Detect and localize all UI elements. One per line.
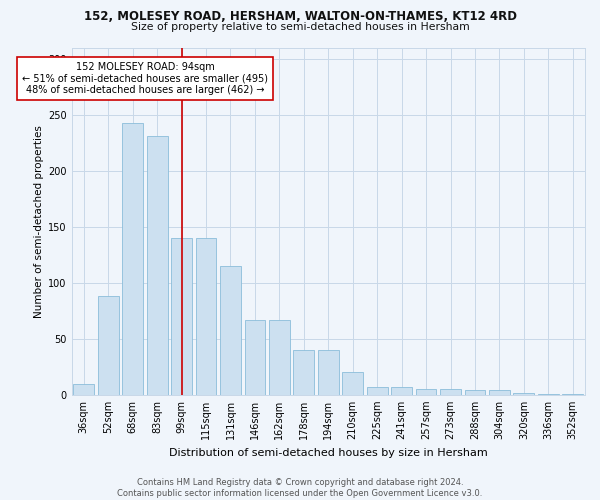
Text: Size of property relative to semi-detached houses in Hersham: Size of property relative to semi-detach… bbox=[131, 22, 469, 32]
Bar bbox=[269, 320, 290, 395]
Bar bbox=[147, 136, 167, 395]
Bar bbox=[122, 122, 143, 395]
Bar bbox=[416, 389, 436, 395]
Bar bbox=[293, 350, 314, 395]
Y-axis label: Number of semi-detached properties: Number of semi-detached properties bbox=[34, 124, 44, 318]
Bar bbox=[98, 296, 119, 395]
Bar bbox=[367, 387, 388, 395]
Bar bbox=[562, 394, 583, 395]
Bar bbox=[489, 390, 510, 395]
Bar bbox=[514, 392, 534, 395]
Bar bbox=[464, 390, 485, 395]
Bar bbox=[343, 372, 363, 395]
X-axis label: Distribution of semi-detached houses by size in Hersham: Distribution of semi-detached houses by … bbox=[169, 448, 488, 458]
Text: Contains HM Land Registry data © Crown copyright and database right 2024.
Contai: Contains HM Land Registry data © Crown c… bbox=[118, 478, 482, 498]
Bar bbox=[440, 389, 461, 395]
Bar bbox=[245, 320, 265, 395]
Bar bbox=[318, 350, 338, 395]
Bar bbox=[196, 238, 217, 395]
Text: 152 MOLESEY ROAD: 94sqm
← 51% of semi-detached houses are smaller (495)
48% of s: 152 MOLESEY ROAD: 94sqm ← 51% of semi-de… bbox=[22, 62, 268, 96]
Bar bbox=[220, 266, 241, 395]
Bar bbox=[171, 238, 192, 395]
Bar bbox=[391, 387, 412, 395]
Text: 152, MOLESEY ROAD, HERSHAM, WALTON-ON-THAMES, KT12 4RD: 152, MOLESEY ROAD, HERSHAM, WALTON-ON-TH… bbox=[83, 10, 517, 23]
Bar bbox=[538, 394, 559, 395]
Bar bbox=[73, 384, 94, 395]
